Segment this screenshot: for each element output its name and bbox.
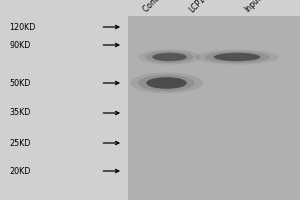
Ellipse shape <box>146 77 187 89</box>
Bar <box>128 16 300 200</box>
Text: Input: Input <box>243 0 263 14</box>
Text: 25KD: 25KD <box>9 138 31 147</box>
Text: 50KD: 50KD <box>9 78 30 88</box>
Text: 90KD: 90KD <box>9 40 30 49</box>
Text: LCP1: LCP1 <box>187 0 207 14</box>
Ellipse shape <box>214 53 260 61</box>
Text: 35KD: 35KD <box>9 108 30 117</box>
Ellipse shape <box>138 49 200 65</box>
Ellipse shape <box>145 51 194 63</box>
Ellipse shape <box>130 73 203 93</box>
Ellipse shape <box>152 53 187 61</box>
Text: Control IgG: Control IgG <box>142 0 179 14</box>
Text: 120KD: 120KD <box>9 22 35 31</box>
Text: 20KD: 20KD <box>9 166 30 176</box>
Ellipse shape <box>205 51 270 63</box>
Ellipse shape <box>138 75 195 91</box>
Ellipse shape <box>195 49 279 65</box>
